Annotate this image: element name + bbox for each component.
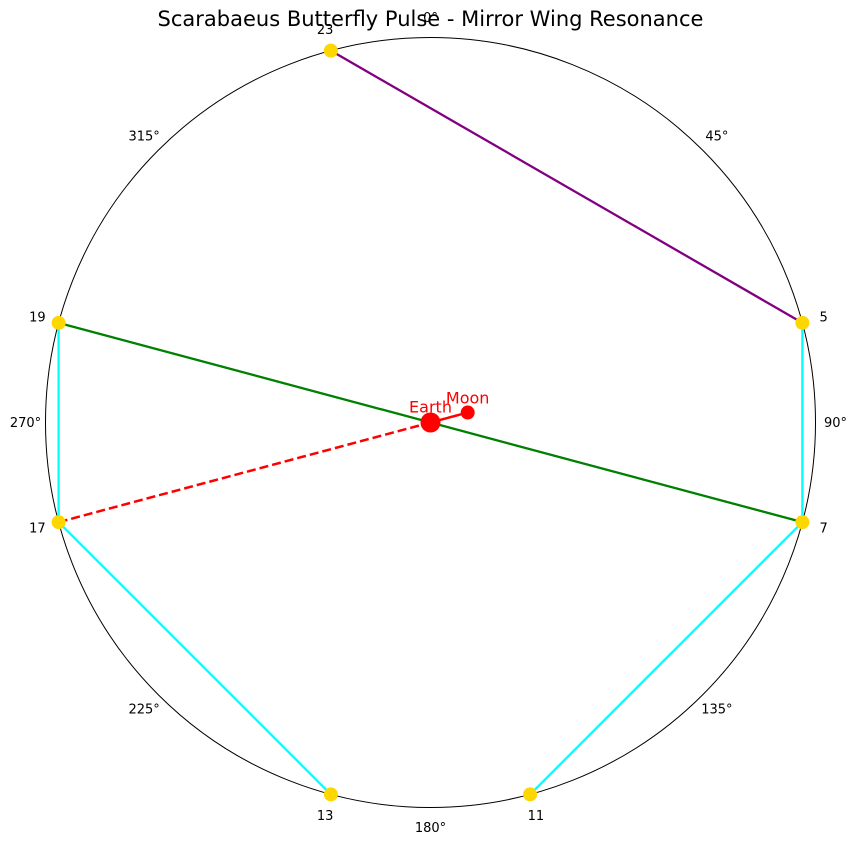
angle-tick-label: 90° [824,416,847,431]
point-label-17: 17 [29,521,46,536]
angle-tick-label: 45° [705,130,728,145]
angle-tick-label: 180° [415,821,446,836]
point-7 [795,515,810,530]
segment-23-5 [329,49,804,325]
polar-frame [45,37,816,808]
point-13 [323,787,338,802]
rim-points: 5 7 11 13 17 19 23 [29,23,828,824]
point-label-13: 13 [317,809,334,824]
moon-label: Moon [446,389,490,408]
point-label-19: 19 [29,311,46,326]
chart-title: Scarabaeus Butterfly Pulse - Mirror Wing… [158,7,704,31]
point-17 [51,515,66,530]
point-label-23: 23 [317,23,334,38]
point-11 [523,787,538,802]
angle-tick-label: 0° [423,11,438,26]
point-5 [795,315,810,330]
point-23 [323,43,338,58]
angle-tick-label: 225° [128,702,159,717]
moon-marker [460,405,475,420]
point-19 [51,315,66,330]
earth-label: Earth [409,398,452,417]
angle-tick-label: 135° [701,702,732,717]
segment-7-11 [528,520,804,796]
angle-tick-label: 270° [10,416,41,431]
segment-13-17 [57,520,333,796]
angle-tick-label: 315° [128,130,159,145]
earth-marker [420,412,441,433]
angular-tick-labels: 0° 45° 90° 135° 180° 225° 270° 315° [10,11,847,836]
point-label-11: 11 [528,809,545,824]
point-label-5: 5 [819,311,827,326]
point-label-7: 7 [819,521,827,536]
